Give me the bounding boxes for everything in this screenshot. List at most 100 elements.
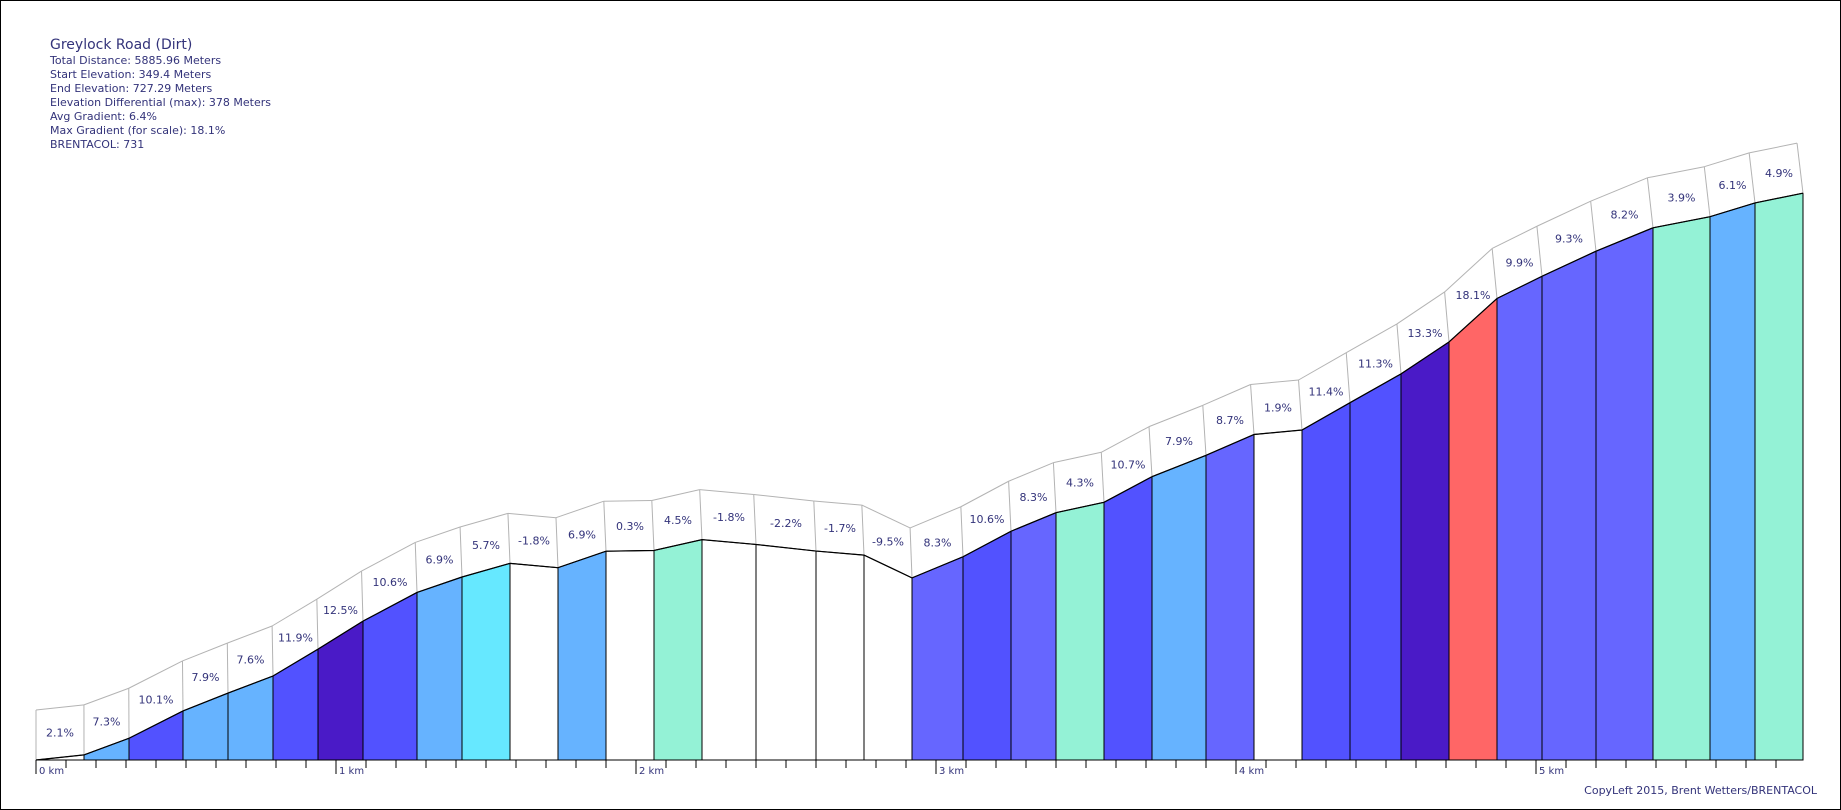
label-band-top-edge — [813, 500, 862, 506]
label-band-top-edge — [555, 500, 604, 519]
label-band-divider — [1703, 166, 1711, 217]
gradient-segment — [701, 539, 757, 761]
stat-elevation-differential: Elevation Differential (max): 378 Meters — [50, 96, 271, 109]
label-band-divider — [1008, 481, 1012, 532]
gradient-segment — [653, 539, 703, 761]
label-band-divider — [181, 660, 184, 711]
gradient-label: 9.9% — [1506, 256, 1534, 269]
label-band-top-edge — [1008, 462, 1054, 482]
label-band-top-edge — [1298, 352, 1347, 381]
label-band-divider — [414, 542, 418, 593]
gradient-segment — [461, 562, 511, 761]
gradient-segment — [1055, 501, 1105, 761]
label-band-divider — [960, 506, 964, 557]
gradient-segment — [1103, 475, 1153, 761]
chart-info-panel: Greylock Road (Dirt) Total Distance: 588… — [50, 37, 271, 152]
label-band-divider — [1148, 426, 1153, 477]
label-band-divider — [1345, 352, 1351, 403]
gradient-label: 2.1% — [46, 726, 74, 739]
gradient-segment — [83, 737, 130, 761]
gradient-segment — [1301, 401, 1351, 761]
gradient-label: 11.4% — [1309, 385, 1344, 398]
stat-end-elevation: End Elevation: 727.29 Meters — [50, 82, 213, 95]
gradient-segment — [755, 543, 817, 761]
label-band-divider — [861, 505, 865, 556]
stat-avg-gradient: Avg Gradient: 6.4% — [50, 110, 157, 123]
x-tick-label: 2 km — [639, 766, 664, 777]
label-band-top-edge — [1491, 225, 1538, 249]
gradient-segment — [1010, 511, 1057, 761]
label-band-top-edge — [861, 504, 911, 529]
gradient-label: -1.8% — [518, 535, 550, 548]
label-band-top-edge — [361, 542, 416, 572]
label-band-top-edge — [415, 526, 461, 543]
label-band-top-edge — [507, 512, 557, 519]
label-band-divider — [1590, 201, 1597, 252]
stat-total-distance: Total Distance: 5885.96 Meters — [50, 54, 222, 67]
label-band-divider — [813, 501, 817, 552]
label-band-divider — [1796, 143, 1804, 194]
gradient-label: -1.8% — [713, 511, 745, 524]
gradient-label: 10.6% — [373, 576, 408, 589]
elevation-profile-line — [35, 192, 1804, 761]
gradient-segment — [362, 591, 418, 761]
label-band-top-edge — [1590, 177, 1648, 202]
label-band-divider — [1444, 291, 1450, 342]
label-band-top-edge — [1444, 248, 1493, 293]
label-band-top-edge — [182, 642, 228, 662]
gradient-segment — [1448, 297, 1498, 761]
gradient-label: 6.9% — [426, 554, 454, 567]
label-band-divider — [1202, 405, 1207, 456]
gradient-label: 8.2% — [1611, 209, 1639, 222]
gradient-label: 8.7% — [1216, 414, 1244, 427]
label-band-top-edge — [83, 687, 129, 706]
label-band-top-edge — [909, 506, 962, 529]
gradient-label: 4.9% — [1765, 167, 1793, 180]
copyleft-credit: CopyLeft 2015, Brent Wetters/BRENTACOL — [1584, 784, 1817, 797]
label-band-top-edge — [128, 660, 183, 689]
gradient-segment — [227, 675, 274, 761]
gradient-segment — [416, 576, 463, 761]
gradient-segment — [317, 620, 364, 761]
gradient-label: 9.3% — [1555, 233, 1583, 246]
label-band-divider — [1052, 462, 1057, 513]
gradient-label: 3.9% — [1668, 191, 1696, 204]
gradient-label: 11.3% — [1358, 357, 1393, 370]
gradient-label: 6.9% — [568, 528, 596, 541]
label-band-divider — [909, 527, 913, 578]
gradient-segment — [1754, 192, 1804, 761]
label-band-divider — [1491, 248, 1498, 299]
label-band-top-edge — [1250, 379, 1299, 385]
label-band-divider — [1396, 323, 1402, 374]
x-tick-label: 0 km — [39, 766, 64, 777]
gradient-segment — [1541, 250, 1597, 761]
label-band-divider — [1298, 379, 1303, 431]
gradient-segment — [1595, 227, 1654, 761]
x-tick-label: 5 km — [1539, 766, 1564, 777]
label-band-top-edge — [1148, 404, 1203, 428]
x-tick-label: 1 km — [339, 766, 364, 777]
label-band-divider — [459, 526, 463, 578]
gradient-segment — [1400, 341, 1450, 761]
gradient-label: 8.3% — [924, 536, 952, 549]
label-band-top-edge — [1202, 384, 1251, 406]
label-band-top-edge — [1101, 426, 1150, 453]
gradient-label: 7.9% — [192, 671, 220, 684]
label-band-top-edge — [227, 625, 273, 644]
x-tick-label: 3 km — [939, 766, 964, 777]
label-band-divider — [1646, 177, 1654, 228]
label-band-top-edge — [1704, 152, 1750, 168]
label-band-divider — [361, 571, 364, 622]
label-band-top-edge — [271, 598, 318, 627]
gradient-label: 10.7% — [1111, 458, 1146, 471]
gradient-label: 12.5% — [323, 604, 358, 617]
gradient-label: -9.5% — [872, 536, 904, 549]
x-tick-label: 4 km — [1239, 766, 1264, 777]
gradient-label: 0.3% — [616, 520, 644, 533]
label-band-top-edge — [1647, 166, 1705, 179]
gradient-label: -1.7% — [824, 522, 856, 535]
label-band-top-edge — [35, 704, 84, 711]
label-band-top-edge — [1749, 142, 1798, 154]
gradient-segment — [557, 550, 607, 761]
